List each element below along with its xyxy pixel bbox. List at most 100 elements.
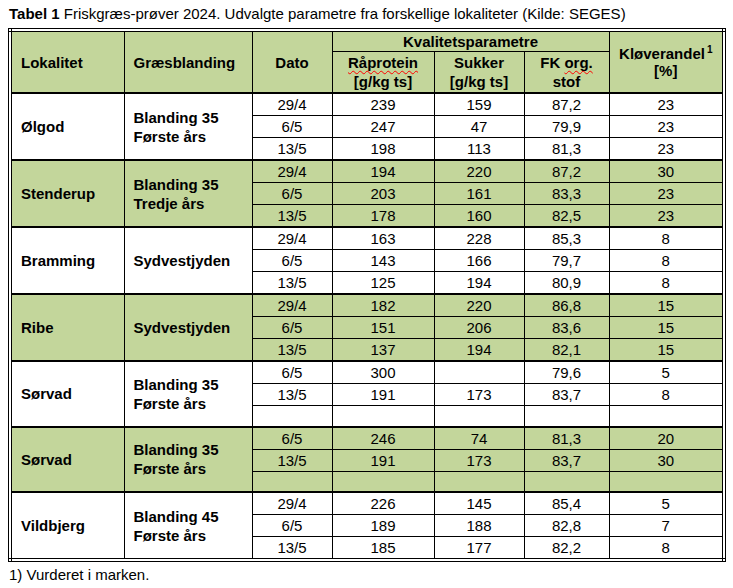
dato-cell: 13/5 bbox=[252, 339, 332, 362]
dato-cell: 29/4 bbox=[252, 160, 332, 183]
raaprotein-cell bbox=[332, 406, 434, 427]
col-header-kvalitetsparametre: Kvalitetsparametre bbox=[332, 30, 609, 52]
dato-cell: 13/5 bbox=[252, 449, 332, 471]
fk-org-stof-cell: 87,2 bbox=[524, 93, 609, 116]
table-row: SørvadBlanding 35Første års6/52467481,32… bbox=[10, 427, 724, 450]
fk-org-stof-cell: 83,6 bbox=[524, 317, 609, 339]
graesblanding-line: Første års bbox=[134, 459, 252, 478]
kloeverandel-cell: 5 bbox=[609, 492, 724, 515]
sukker-cell bbox=[434, 471, 524, 492]
lokalitet-cell: Ribe bbox=[10, 294, 124, 361]
graesblanding-line: Sydvestjyden bbox=[134, 251, 252, 270]
table-body: ØlgodBlanding 35Første års29/423915987,2… bbox=[10, 93, 724, 560]
kloeverandel-cell: 15 bbox=[609, 317, 724, 339]
kloeverandel-cell: 8 bbox=[609, 250, 724, 272]
dato-cell: 6/5 bbox=[252, 427, 332, 450]
fk-org-stof-cell: 81,3 bbox=[524, 427, 609, 450]
graesblanding-line: Blanding 35 bbox=[134, 440, 252, 459]
graesblanding-line: Tredje års bbox=[134, 194, 252, 213]
kloeverandel-label: Kløverandel bbox=[619, 45, 705, 62]
graesblanding-cell: Blanding 45Første års bbox=[124, 492, 252, 560]
kloeverandel-cell: 15 bbox=[609, 294, 724, 317]
col-header-sukker: Sukker [g/kg ts] bbox=[434, 52, 524, 94]
table-row: BrammingSydvestjyden29/416322885,38 bbox=[10, 227, 724, 250]
raaprotein-label-line: Råprotein bbox=[335, 53, 432, 72]
table-caption: Tabel 1 Friskgræs-prøver 2024. Udvalgte … bbox=[9, 5, 733, 23]
fk-org-stof-cell bbox=[524, 406, 609, 427]
table-caption-label: Tabel 1 bbox=[9, 5, 60, 22]
graesblanding-cell: Blanding 35Første års bbox=[124, 361, 252, 427]
fk-org-stof-cell: 80,9 bbox=[524, 272, 609, 295]
dato-cell: 13/5 bbox=[252, 205, 332, 228]
graesblanding-line: Sydvestjyden bbox=[134, 318, 252, 337]
col-header-kloeverandel: Kløverandel1 [%] bbox=[609, 30, 724, 93]
table-header: Lokalitet Græsblanding Dato Kvalitetspar… bbox=[10, 30, 724, 93]
fk-org-stof-cell: 81,3 bbox=[524, 138, 609, 161]
graesblanding-cell: Blanding 35Første års bbox=[124, 427, 252, 493]
raaprotein-cell: 189 bbox=[332, 515, 434, 537]
fk-org-stof-cell: 86,8 bbox=[524, 294, 609, 317]
graesblanding-line: Blanding 45 bbox=[134, 507, 252, 526]
dato-cell: 6/5 bbox=[252, 250, 332, 272]
raaprotein-cell: 300 bbox=[332, 361, 434, 384]
fk-label-line: FK org. bbox=[527, 53, 607, 72]
fk-org-stof-cell: 85,4 bbox=[524, 492, 609, 515]
footnote-marker: 1 bbox=[707, 44, 713, 55]
sukker-cell: 177 bbox=[434, 537, 524, 561]
kloeverandel-cell: 30 bbox=[609, 160, 724, 183]
kloeverandel-cell: 30 bbox=[609, 449, 724, 471]
fk-org-stof-cell: 79,6 bbox=[524, 361, 609, 384]
dato-cell: 6/5 bbox=[252, 361, 332, 384]
col-header-lokalitet: Lokalitet bbox=[10, 30, 124, 93]
kloeverandel-cell: 23 bbox=[609, 183, 724, 205]
fk-label-stof: stof bbox=[527, 72, 607, 91]
sukker-cell: 113 bbox=[434, 138, 524, 161]
kloeverandel-cell: 23 bbox=[609, 205, 724, 228]
sukker-cell: 194 bbox=[434, 339, 524, 362]
sukker-cell: 160 bbox=[434, 205, 524, 228]
graesblanding-line: Første års bbox=[134, 526, 252, 545]
sukker-cell: 47 bbox=[434, 116, 524, 138]
table-row: StenderupBlanding 35Tredje års29/4194220… bbox=[10, 160, 724, 183]
fk-org-stof-cell: 83,3 bbox=[524, 183, 609, 205]
lokalitet-cell: Ølgod bbox=[10, 93, 124, 160]
raaprotein-cell: 239 bbox=[332, 93, 434, 116]
kloeverandel-cell: 20 bbox=[609, 427, 724, 450]
dato-cell bbox=[252, 406, 332, 427]
sukker-label: Sukker bbox=[437, 53, 522, 72]
kloeverandel-cell bbox=[609, 471, 724, 492]
dato-cell: 6/5 bbox=[252, 116, 332, 138]
sukker-cell: 220 bbox=[434, 294, 524, 317]
kloeverandel-cell: 8 bbox=[609, 384, 724, 406]
graesblanding-line: Første års bbox=[134, 394, 252, 413]
kloeverandel-cell: 15 bbox=[609, 339, 724, 362]
dato-cell: 13/5 bbox=[252, 138, 332, 161]
graesblanding-cell: Sydvestjyden bbox=[124, 227, 252, 294]
lokalitet-cell: Sørvad bbox=[10, 427, 124, 493]
lokalitet-cell: Stenderup bbox=[10, 160, 124, 227]
header-row-1: Lokalitet Græsblanding Dato Kvalitetspar… bbox=[10, 30, 724, 52]
table-row: RibeSydvestjyden29/418222086,815 bbox=[10, 294, 724, 317]
sukker-cell: 159 bbox=[434, 93, 524, 116]
raaprotein-cell: 226 bbox=[332, 492, 434, 515]
sukker-cell: 220 bbox=[434, 160, 524, 183]
lokalitet-cell: Sørvad bbox=[10, 361, 124, 427]
dato-cell: 29/4 bbox=[252, 294, 332, 317]
dato-cell: 29/4 bbox=[252, 93, 332, 116]
kloeverandel-cell: 8 bbox=[609, 272, 724, 295]
col-header-graesblanding: Græsblanding bbox=[124, 30, 252, 93]
fk-org-stof-cell: 85,3 bbox=[524, 227, 609, 250]
graesblanding-cell: Sydvestjyden bbox=[124, 294, 252, 361]
raaprotein-unit: [g/kg ts] bbox=[335, 72, 432, 91]
raaprotein-cell: 182 bbox=[332, 294, 434, 317]
raaprotein-cell: 247 bbox=[332, 116, 434, 138]
raaprotein-label: Råprotein bbox=[348, 54, 418, 71]
kloeverandel-cell bbox=[609, 406, 724, 427]
table-caption-text: Friskgræs-prøver 2024. Udvalgte parametr… bbox=[64, 5, 626, 22]
fk-label-prefix: FK bbox=[540, 54, 560, 71]
kloeverandel-cell: 23 bbox=[609, 93, 724, 116]
kloeverandel-unit: [%] bbox=[612, 62, 721, 79]
dato-cell: 6/5 bbox=[252, 183, 332, 205]
raaprotein-cell: 185 bbox=[332, 537, 434, 561]
sukker-cell: 166 bbox=[434, 250, 524, 272]
